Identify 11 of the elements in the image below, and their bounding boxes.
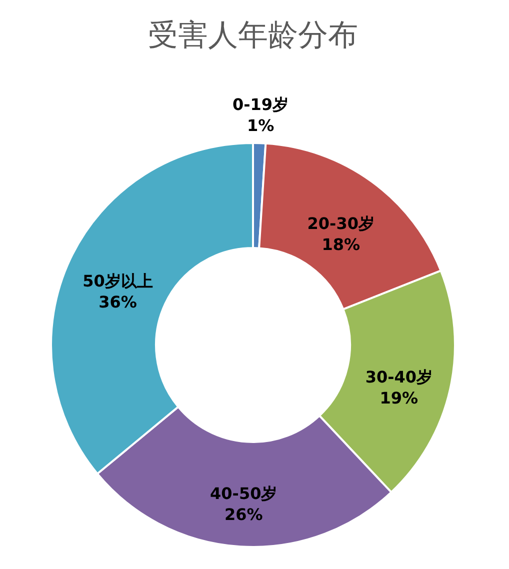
- data-label: 26%: [224, 505, 263, 524]
- chart-title: 受害人年龄分布: [148, 18, 358, 53]
- data-label: 1%: [246, 116, 274, 136]
- slice-label: 0-19岁: [232, 95, 289, 114]
- slice-label: 30-40岁: [365, 368, 432, 387]
- slice-label: 40-50岁: [210, 484, 278, 504]
- data-label: 18%: [322, 235, 360, 254]
- data-label: 36%: [98, 292, 137, 312]
- data-label: 19%: [380, 388, 418, 408]
- slice-label: 50岁以上: [82, 271, 153, 290]
- slice-label: 20-30岁: [307, 214, 374, 234]
